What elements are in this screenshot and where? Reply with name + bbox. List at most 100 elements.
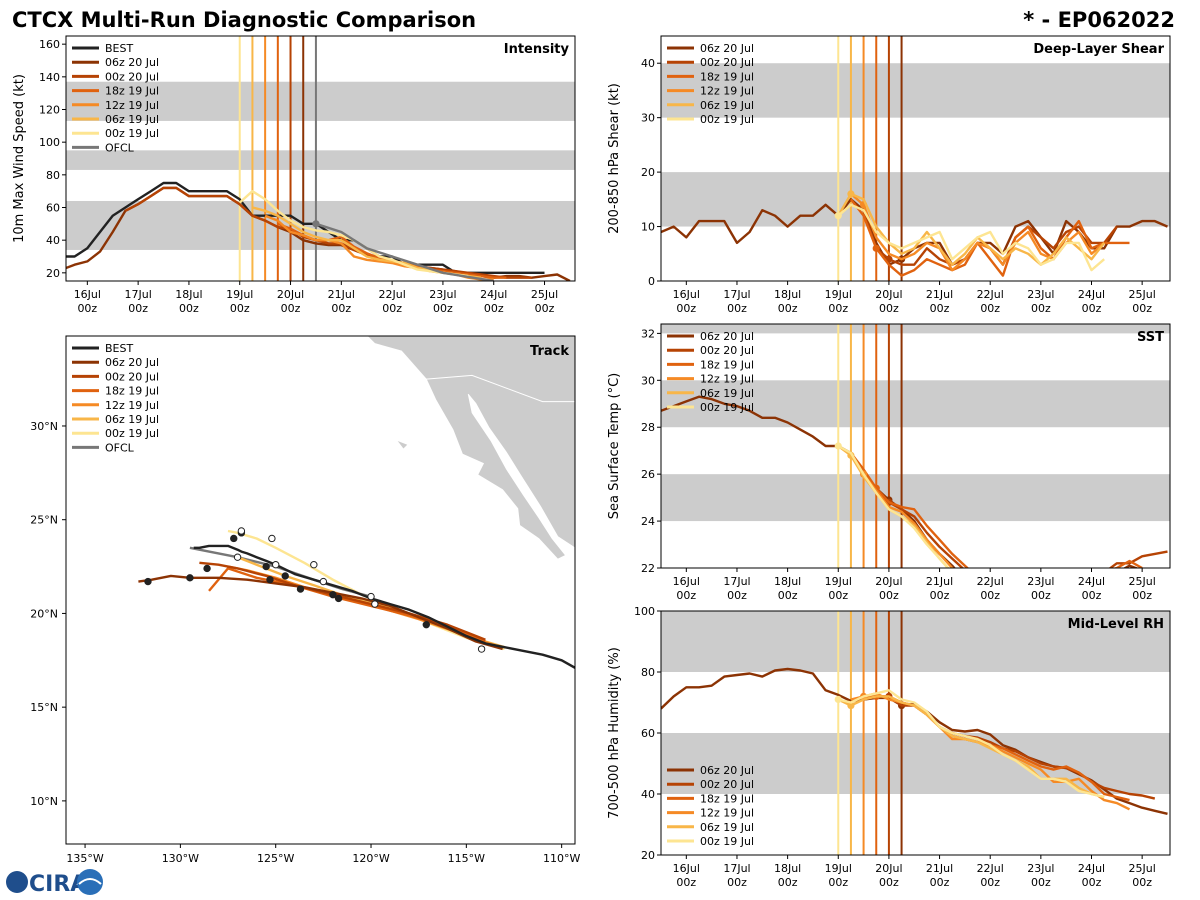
- track-legend-label-06z-19-jul: 06z 19 Jul: [105, 413, 159, 426]
- shear-marker-18z-19-jul: [872, 244, 880, 252]
- rh-xtick-sublabel-8: 00z: [1082, 876, 1102, 889]
- sst-band-2: [661, 324, 1170, 334]
- track-lat-label-3: 25°N: [30, 514, 58, 527]
- intensity-ytick-label-60: 60: [46, 202, 60, 215]
- intensity-xtick-label-3: 19Jul: [226, 288, 253, 301]
- rh-xtick-sublabel-1: 00z: [727, 876, 747, 889]
- shear-xtick-sublabel-9: 00z: [1132, 302, 1152, 315]
- intensity-xtick-label-5: 21Jul: [328, 288, 355, 301]
- rh-xtick-label-1: 17Jul: [723, 862, 750, 875]
- intensity-ytick-label-20: 20: [46, 267, 60, 280]
- shear-band-1: [661, 63, 1170, 118]
- track-legend-label-12z-19-jul: 12z 19 Jul: [105, 399, 159, 412]
- track-lon-label-2: 125°W: [257, 852, 294, 865]
- sst-series-00z-19-jul: [837, 444, 950, 568]
- intensity-xtick-label-0: 16Jul: [74, 288, 101, 301]
- track-title: Track: [530, 344, 569, 359]
- track-lat-label-1: 15°N: [30, 701, 58, 714]
- intensity-xtick-sublabel-4: 00z: [281, 302, 301, 315]
- rh-legend-label-06z-20-jul: 06z 20 Jul: [700, 764, 754, 777]
- track-lat-label-4: 30°N: [30, 420, 58, 433]
- intensity-band-2: [66, 81, 575, 121]
- shear-xtick-label-2: 18Jul: [774, 288, 801, 301]
- shear-marker-06z-19-jul: [847, 190, 855, 198]
- figure-title: CTCX Multi-Run Diagnostic Comparison: [12, 8, 476, 32]
- shear-xtick-sublabel-7: 00z: [1031, 302, 1051, 315]
- intensity-legend-label-00z-19-jul: 00z 19 Jul: [105, 127, 159, 140]
- intensity-xtick-sublabel-3: 00z: [230, 302, 250, 315]
- shear-legend-label-12z-19-jul: 12z 19 Jul: [700, 85, 754, 98]
- track-dot-best-6: [230, 534, 238, 543]
- track-lon-label-5: 110°W: [543, 852, 580, 865]
- rh-xtick-sublabel-6: 00z: [980, 876, 1000, 889]
- shear-ylabel: 200-850 hPa Shear (kt): [607, 83, 622, 234]
- rh-xtick-sublabel-5: 00z: [930, 876, 950, 889]
- sst-xtick-sublabel-5: 00z: [930, 589, 950, 602]
- intensity-xtick-sublabel-1: 00z: [128, 302, 148, 315]
- shear-xtick-sublabel-8: 00z: [1082, 302, 1102, 315]
- rh-xtick-sublabel-3: 00z: [828, 876, 848, 889]
- intensity-series-00z-20-jul: [124, 186, 532, 279]
- rh-xtick-sublabel-7: 00z: [1031, 876, 1051, 889]
- sst-xtick-sublabel-2: 00z: [778, 589, 798, 602]
- rh-xtick-label-8: 24Jul: [1078, 862, 1105, 875]
- rh-xtick-sublabel-9: 00z: [1132, 876, 1152, 889]
- sst-legend-label-12z-19-jul: 12z 19 Jul: [700, 373, 754, 386]
- sst-ytick-label-28: 28: [641, 421, 655, 434]
- sst-xtick-label-7: 23Jul: [1027, 575, 1054, 588]
- track-border-line: [426, 374, 575, 403]
- track-dot-best-1: [334, 594, 343, 603]
- rh-xtick-label-3: 19Jul: [825, 862, 852, 875]
- intensity-title: Intensity: [504, 42, 570, 57]
- rh-xtick-label-7: 23Jul: [1027, 862, 1054, 875]
- sst-ylabel: Sea Surface Temp (°C): [607, 373, 622, 520]
- track-dot-00z-19-jul-2: [310, 560, 318, 569]
- shear-xtick-sublabel-5: 00z: [930, 302, 950, 315]
- intensity-xtick-sublabel-7: 00z: [433, 302, 453, 315]
- shear-xtick-label-3: 19Jul: [825, 288, 852, 301]
- rh-band-1: [661, 611, 1170, 672]
- track-dot-best-0: [422, 620, 431, 629]
- track-panel: 135°W 130°W 125°W 120°W 115°W 110°W 10°N 15°N 20…: [30, 335, 580, 865]
- shear-legend-label-00z-20-jul: 00z 20 Jul: [700, 56, 754, 69]
- shear-xtick-label-9: 25Jul: [1129, 288, 1156, 301]
- sst-band-1: [661, 380, 1170, 428]
- intensity-marker-ofcl: [312, 220, 320, 228]
- track-lon-label-4: 115°W: [448, 852, 485, 865]
- sst-xtick-label-8: 24Jul: [1078, 575, 1105, 588]
- sst-ytick-label-26: 26: [641, 468, 655, 481]
- intensity-xtick-sublabel-0: 00z: [77, 302, 97, 315]
- sst-frame: [660, 323, 1171, 569]
- rh-legend-label-00z-20-jul: 00z 20 Jul: [700, 778, 754, 791]
- shear-ytick-label-0: 0: [648, 275, 655, 288]
- sst-title: SST: [1137, 330, 1164, 345]
- shear-series-00z-19-jul: [837, 203, 1105, 272]
- shear-xtick-label-0: 16Jul: [673, 288, 700, 301]
- track-lat-label-0: 10°N: [30, 795, 58, 808]
- intensity-xtick-label-2: 18Jul: [175, 288, 202, 301]
- shear-legend-label-00z-19-jul: 00z 19 Jul: [700, 113, 754, 126]
- rh-series-06z-19-jul: [837, 695, 1105, 799]
- track-legend-label-best: BEST: [105, 342, 133, 355]
- sst-legend-label-06z-20-jul: 06z 20 Jul: [700, 330, 754, 343]
- track-dot-06z-19-jul-1: [371, 600, 379, 608]
- shear-ytick-label-40: 40: [641, 57, 655, 70]
- rh-marker-00z-19-jul: [834, 695, 842, 704]
- intensity-legend-label-12z-19-jul: 12z 19 Jul: [105, 99, 159, 112]
- shear-xtick-label-5: 21Jul: [926, 288, 953, 301]
- rh-ytick-label-80: 80: [641, 666, 655, 679]
- shear-ytick-label-20: 20: [641, 166, 655, 179]
- sst-xtick-label-1: 17Jul: [723, 575, 750, 588]
- rh-plot-area: [661, 611, 1170, 855]
- track-dot-06z-20-jul-0: [144, 577, 152, 586]
- shear-legend-label-06z-20-jul: 06z 20 Jul: [700, 42, 754, 55]
- intensity-ytick-label-140: 140: [39, 71, 60, 84]
- intensity-xtick-sublabel-2: 00z: [179, 302, 199, 315]
- shear-xtick-sublabel-3: 00z: [828, 302, 848, 315]
- intensity-ylabel: 10m Max Wind Speed (kt): [12, 74, 27, 243]
- rh-title: Mid-Level RH: [1068, 617, 1164, 632]
- rh-ytick-label-100: 100: [634, 605, 655, 618]
- rh-marker-06z-19-jul: [847, 701, 855, 710]
- rh-xtick-label-6: 22Jul: [977, 862, 1004, 875]
- shear-xtick-sublabel-2: 00z: [778, 302, 798, 315]
